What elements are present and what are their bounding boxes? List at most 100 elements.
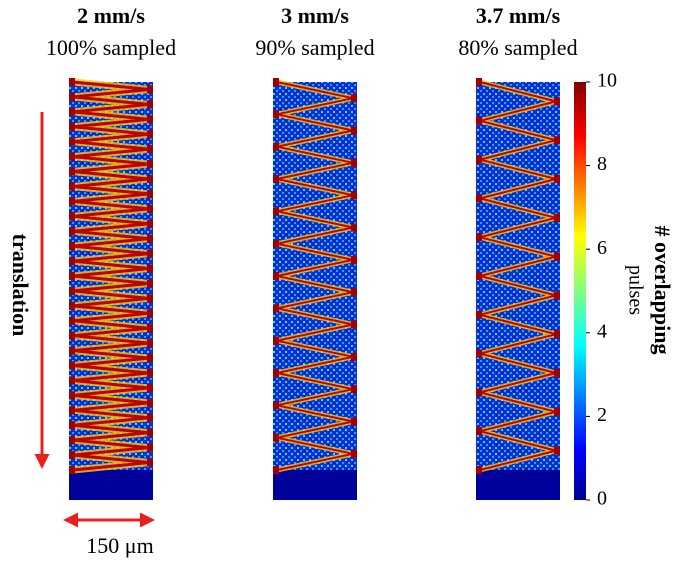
- edge-overlap: [351, 191, 357, 200]
- edge-overlap: [69, 316, 75, 325]
- edge-overlap: [351, 223, 357, 232]
- heatmap-base: [476, 470, 560, 500]
- panel-speed: 2 mm/s: [77, 3, 145, 28]
- edge-overlap: [147, 383, 153, 392]
- edge-overlap: [554, 446, 560, 455]
- edge-overlap: [147, 279, 153, 288]
- edge-overlap: [554, 369, 560, 377]
- edge-overlap: [69, 436, 75, 445]
- edge-overlap: [69, 212, 75, 221]
- edge-overlap: [351, 417, 357, 426]
- edge-overlap: [147, 204, 153, 213]
- edge-overlap: [476, 233, 482, 242]
- edge-overlap: [69, 197, 75, 206]
- edge-overlap: [273, 142, 279, 151]
- edge-overlap: [476, 272, 482, 280]
- colorbar-sublabel: pulses: [624, 265, 646, 315]
- edge-overlap: [69, 122, 75, 131]
- colorbar-ticks: 0 2 4 6 8 10: [586, 70, 617, 510]
- edge-overlap: [69, 376, 75, 385]
- translation-label: translation: [8, 234, 33, 337]
- edge-overlap: [273, 272, 279, 280]
- edge-overlap: [476, 194, 482, 203]
- edge-overlap: [147, 264, 153, 273]
- edge-overlap: [69, 346, 75, 355]
- edge-overlap: [69, 301, 75, 310]
- edge-overlap: [69, 272, 75, 280]
- edge-overlap: [554, 407, 560, 416]
- edge-overlap: [147, 85, 153, 94]
- edge-overlap: [147, 309, 153, 318]
- edge-overlap: [147, 130, 153, 139]
- edge-overlap: [147, 175, 153, 183]
- heatmap-base: [69, 470, 153, 500]
- edge-overlap: [554, 252, 560, 261]
- edge-overlap: [69, 137, 75, 146]
- edge-overlap: [351, 352, 357, 361]
- edge-overlap: [554, 97, 560, 106]
- edge-overlap: [273, 401, 279, 410]
- edge-overlap: [147, 249, 153, 258]
- edge-overlap: [69, 257, 75, 266]
- panels: 2 mm/s 100% sampled 3 mm/s 90% sampled 3.7 m…: [46, 3, 578, 500]
- edge-overlap: [476, 310, 482, 319]
- panel-sampling: 90% sampled: [255, 35, 374, 60]
- edge-overlap: [273, 304, 279, 313]
- scale-label: 150 μm: [86, 533, 153, 558]
- edge-overlap: [147, 458, 153, 467]
- edge-overlap: [147, 428, 153, 437]
- panel-sampling: 100% sampled: [46, 35, 176, 60]
- edge-overlap: [147, 443, 153, 452]
- edge-overlap: [147, 369, 153, 377]
- edge-overlap: [476, 78, 482, 86]
- edge-overlap: [273, 239, 279, 248]
- edge-overlap: [147, 234, 153, 243]
- edge-overlap: [476, 155, 482, 164]
- edge-overlap: [273, 369, 279, 377]
- edge-overlap: [351, 255, 357, 264]
- edge-overlap: [351, 288, 357, 297]
- edge-overlap: [147, 189, 153, 198]
- edge-overlap: [69, 421, 75, 430]
- panel-sampling: 80% sampled: [458, 35, 577, 60]
- edge-overlap: [147, 160, 153, 169]
- edge-overlap: [69, 331, 75, 340]
- edge-overlap: [69, 227, 75, 236]
- edge-overlap: [69, 182, 75, 191]
- edge-overlap: [147, 219, 153, 228]
- edge-overlap: [476, 116, 482, 125]
- edge-overlap: [69, 361, 75, 370]
- edge-overlap: [351, 158, 357, 167]
- edge-overlap: [351, 385, 357, 394]
- edge-overlap: [69, 466, 75, 474]
- edge-overlap: [554, 330, 560, 339]
- edge-overlap: [69, 406, 75, 415]
- colorbar-tick-label: 6: [597, 237, 607, 259]
- edge-overlap: [476, 388, 482, 397]
- colorbar-label: # overlapping: [650, 226, 675, 355]
- edge-overlap: [147, 115, 153, 124]
- edge-overlap: [69, 152, 75, 161]
- edge-overlap: [351, 320, 357, 329]
- panel-speed: 3.7 mm/s: [476, 3, 561, 28]
- edge-overlap: [147, 354, 153, 363]
- edge-overlap: [69, 167, 75, 176]
- edge-overlap: [476, 466, 482, 474]
- colorbar-tick-label: 0: [597, 488, 607, 510]
- edge-overlap: [273, 207, 279, 216]
- edge-overlap: [351, 126, 357, 135]
- panel-speed: 3 mm/s: [281, 3, 349, 28]
- colorbar-tick-label: 8: [597, 153, 607, 175]
- edge-overlap: [147, 398, 153, 407]
- edge-overlap: [147, 294, 153, 303]
- edge-overlap: [69, 92, 75, 101]
- edge-overlap: [273, 466, 279, 474]
- edge-overlap: [69, 107, 75, 116]
- edge-overlap: [273, 175, 279, 183]
- edge-overlap: [147, 413, 153, 422]
- edge-overlap: [273, 336, 279, 345]
- edge-overlap: [147, 339, 153, 348]
- edge-overlap: [554, 291, 560, 300]
- edge-overlap: [273, 110, 279, 119]
- colorbar-tick-label: 10: [597, 70, 617, 92]
